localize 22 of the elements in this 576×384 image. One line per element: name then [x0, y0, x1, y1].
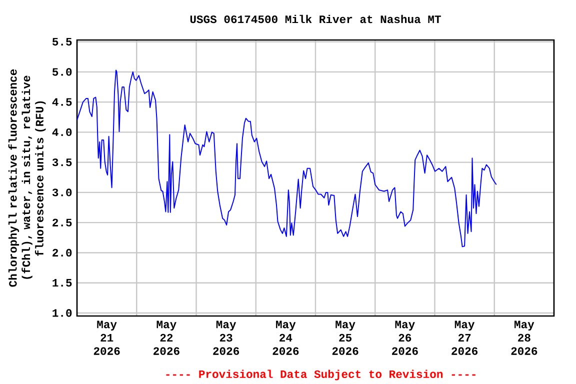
- text: ---- Provisional Data Subject to Revision ----: [166, 370, 476, 380]
- y-tick-label: 1.5: [52, 279, 72, 287]
- y-tick-label: 3.0: [52, 188, 72, 196]
- y-tick-label: 4.0: [52, 128, 72, 136]
- x-tick-label: May 24 2026: [272, 320, 299, 355]
- x-tick-label: May 26 2026: [392, 320, 418, 355]
- x-tick-label: May 28 2026: [511, 320, 538, 355]
- chart-title: USGS 06174500 Milk River at Nashua MT: [190, 14, 441, 24]
- line-series: [77, 70, 497, 248]
- y-tick-label: 4.5: [52, 98, 72, 106]
- x-tick-label: May 23 2026: [213, 320, 240, 355]
- x-tick-label: May 22 2026: [154, 320, 180, 355]
- y-axis-title: Chlorophyll relative fluorescence (fChl), water, in situ, relative fluorescence units (RFU): [8, 69, 46, 287]
- y-tick-label: 1.0: [52, 309, 72, 317]
- y-tick-label: 5.0: [52, 68, 72, 76]
- x-tick-label: May 27 2026: [452, 320, 478, 355]
- y-tick-label: 5.5: [52, 38, 72, 46]
- x-tick-label: May 21 2026: [94, 320, 120, 355]
- x-tick-label: May 25 2026: [332, 320, 358, 355]
- y-tick-label: 3.5: [52, 158, 72, 166]
- y-tick-label: 2.0: [52, 248, 72, 257]
- y-tick-label: 2.5: [52, 218, 72, 226]
